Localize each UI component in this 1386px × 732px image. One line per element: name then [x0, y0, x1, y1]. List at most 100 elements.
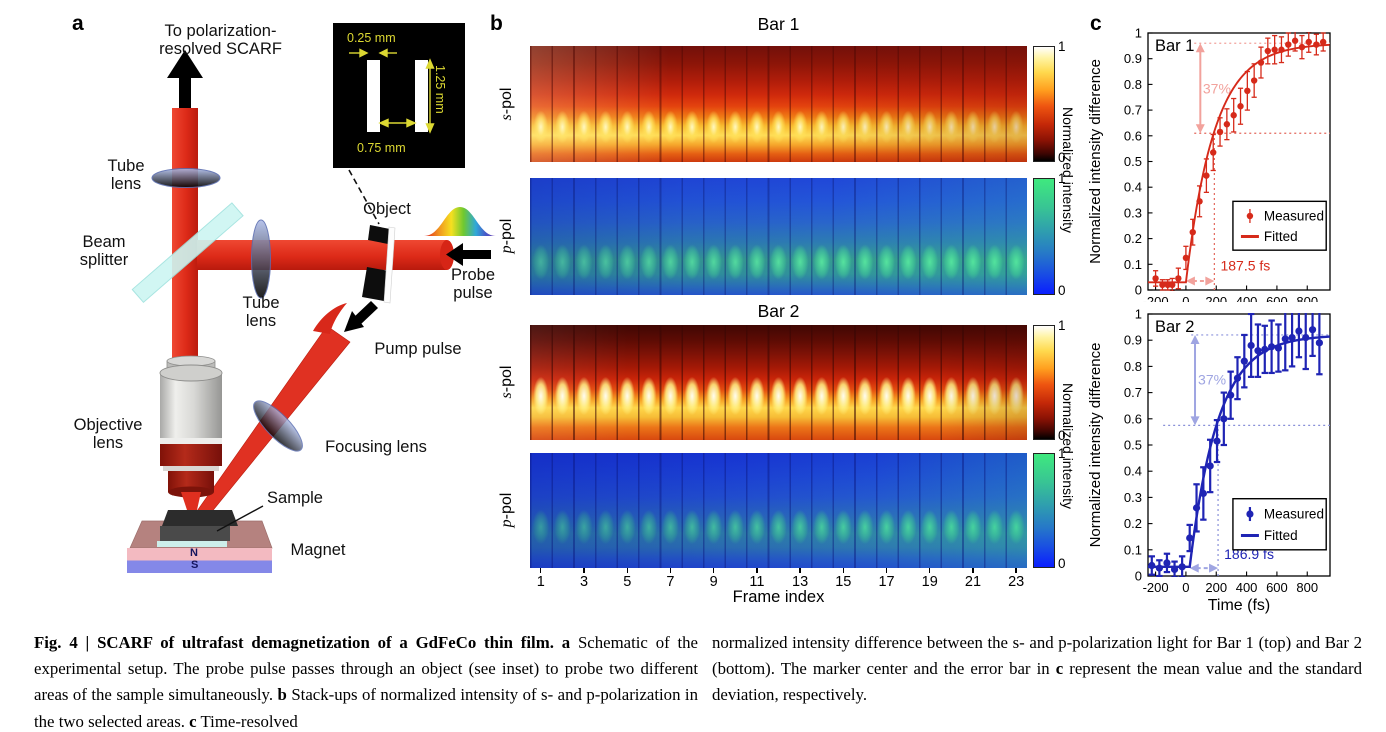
frame-tick-mark — [1015, 568, 1017, 573]
svg-text:0.7: 0.7 — [1124, 385, 1142, 400]
percent-annotation: 37% — [1198, 372, 1226, 388]
cb1-max: 1 — [1058, 39, 1066, 54]
svg-text:0.9: 0.9 — [1124, 333, 1142, 348]
inset-bottom-dimension: 0.75 mm — [357, 141, 406, 155]
cb3-max: 1 — [1058, 318, 1066, 333]
inset-top-dimension: 0.25 mm — [347, 31, 396, 45]
frame-tick-mark — [842, 568, 845, 573]
svg-text:0: 0 — [1182, 294, 1189, 302]
frame-tick-label: 21 — [964, 574, 982, 590]
x-axis-title: Time (fs) — [1208, 597, 1271, 614]
frame-tick-label: 9 — [709, 574, 718, 590]
caption-text-segment — [554, 633, 562, 652]
svg-text:-200: -200 — [1143, 580, 1169, 595]
beam-splitter-label: Beam splitter — [79, 233, 129, 270]
svg-text:800: 800 — [1296, 294, 1318, 302]
y-axis-title: Normalized intensity difference — [1087, 343, 1104, 548]
svg-text:0.2: 0.2 — [1124, 231, 1142, 246]
cb4-max: 1 — [1058, 446, 1066, 461]
annotations: 37% 187.5 fs — [1185, 42, 1330, 290]
frame-tick-label: 15 — [835, 574, 852, 590]
frame-tick-mark — [972, 568, 974, 573]
cb3-min: 0 — [1058, 428, 1066, 443]
pump-direction-arrow — [344, 301, 378, 332]
horizontal-beam — [197, 240, 454, 270]
pump-pulse-icon — [313, 303, 347, 334]
svg-text:600: 600 — [1266, 294, 1288, 302]
object-label: Object — [363, 200, 411, 218]
frame-tick-label: 19 — [921, 574, 938, 590]
caption-bold-segment: c — [189, 711, 197, 731]
fitted-curve — [1148, 43, 1330, 284]
tube-lens-1-glass — [151, 168, 221, 188]
bar1-spol-heatmap — [530, 46, 1027, 162]
frame-tick-mark — [929, 568, 931, 573]
caption-bold-segment: b — [277, 685, 287, 705]
panel-b-label: b — [490, 12, 503, 35]
svg-text:Measured: Measured — [1264, 507, 1324, 522]
cb1-min: 0 — [1058, 150, 1066, 165]
frame-tick-label: 5 — [623, 574, 632, 590]
pump-pulse-label: Pump pulse — [374, 340, 462, 358]
svg-text:Fitted: Fitted — [1264, 528, 1298, 543]
object-inset: 0.25 mm 1.25 mm 0.75 mm — [333, 23, 465, 168]
bar1-ppol-colorbar — [1033, 178, 1055, 295]
bar2-spol-colorbar — [1033, 325, 1055, 440]
frame-tick-label: 17 — [878, 574, 895, 590]
bar1-chart: 00.10.20.30.40.50.60.70.80.91-200 0 200 400… — [1087, 26, 1331, 302]
svg-text:400: 400 — [1236, 294, 1258, 302]
frame-tick-mark — [756, 568, 758, 573]
inset-dimension-arrows — [349, 48, 435, 134]
svg-text:0.6: 0.6 — [1124, 411, 1142, 426]
svg-text:0.1: 0.1 — [1124, 542, 1142, 557]
magnet-label: Magnet — [290, 541, 346, 559]
frame-index-axis-label: Frame index — [732, 588, 825, 606]
objective-lens-label: Objective lens — [73, 416, 143, 453]
sample-pointer-line — [216, 505, 264, 532]
svg-text:0.5: 0.5 — [1124, 438, 1142, 453]
svg-text:0.3: 0.3 — [1124, 205, 1142, 220]
bar1-ppol-axis-label: p-pol — [498, 218, 515, 254]
frame-tick-mark — [583, 568, 585, 573]
inset-connector-line — [348, 169, 380, 225]
frame-tick-label: 7 — [666, 574, 675, 590]
bar2-chart: 00.10.20.30.40.50.60.70.80.91-200 0 200 400… — [1087, 307, 1331, 614]
measured-points — [1152, 32, 1327, 291]
frame-index-axis: 1 3 5 7 9 11 13 15 17 19 21 23 — [530, 568, 1027, 598]
bar1-spol-axis-label: s-pol — [498, 87, 515, 121]
frame-tick-label: 1 — [536, 574, 545, 590]
probe-pulse-spectrum-icon — [424, 207, 496, 236]
svg-text:-200: -200 — [1143, 294, 1169, 302]
svg-text:800: 800 — [1296, 580, 1318, 595]
bar2-colorbar-title: Normalized intensity — [1060, 383, 1076, 510]
panel-a-label: a — [72, 12, 84, 35]
frame-tick-mark — [885, 568, 888, 573]
frame-tick-mark — [626, 568, 628, 573]
svg-text:Measured: Measured — [1264, 208, 1324, 223]
caption-right-column: normalized intensity difference between … — [712, 630, 1362, 709]
focusing-lens-glass — [253, 400, 303, 452]
svg-text:0.4: 0.4 — [1124, 180, 1142, 195]
tau-annotation: 187.5 fs — [1220, 258, 1270, 274]
caption-text-segment: Schematic of the experimental setup. The… — [34, 633, 699, 705]
frame-tick-label: 13 — [792, 574, 809, 590]
frame-tick-mark — [540, 568, 542, 573]
svg-text:600: 600 — [1266, 580, 1288, 595]
caption-text-segment: represent the mean value and the standar… — [712, 659, 1362, 705]
svg-text:0.8: 0.8 — [1124, 77, 1142, 92]
measured-points — [1148, 313, 1323, 577]
svg-text:0: 0 — [1135, 283, 1142, 298]
focusing-lens-label: Focusing lens — [325, 438, 427, 456]
caption-bold-segment: c — [1055, 659, 1064, 679]
svg-text:1: 1 — [1135, 26, 1142, 41]
magnet-north-label: N — [190, 547, 198, 559]
plot-title: Bar 1 — [1155, 37, 1194, 55]
object-plate — [362, 225, 396, 304]
caption-text-segment: normalized intensity difference between … — [712, 633, 1362, 679]
bar1-spol-colorbar — [1033, 46, 1055, 162]
caption-text-segment: Time-resolved — [196, 711, 298, 731]
bar1-title: Bar 1 — [757, 14, 800, 34]
svg-text:0.4: 0.4 — [1124, 464, 1142, 479]
svg-text:0.9: 0.9 — [1124, 51, 1142, 66]
percent-annotation: 37% — [1203, 80, 1231, 96]
